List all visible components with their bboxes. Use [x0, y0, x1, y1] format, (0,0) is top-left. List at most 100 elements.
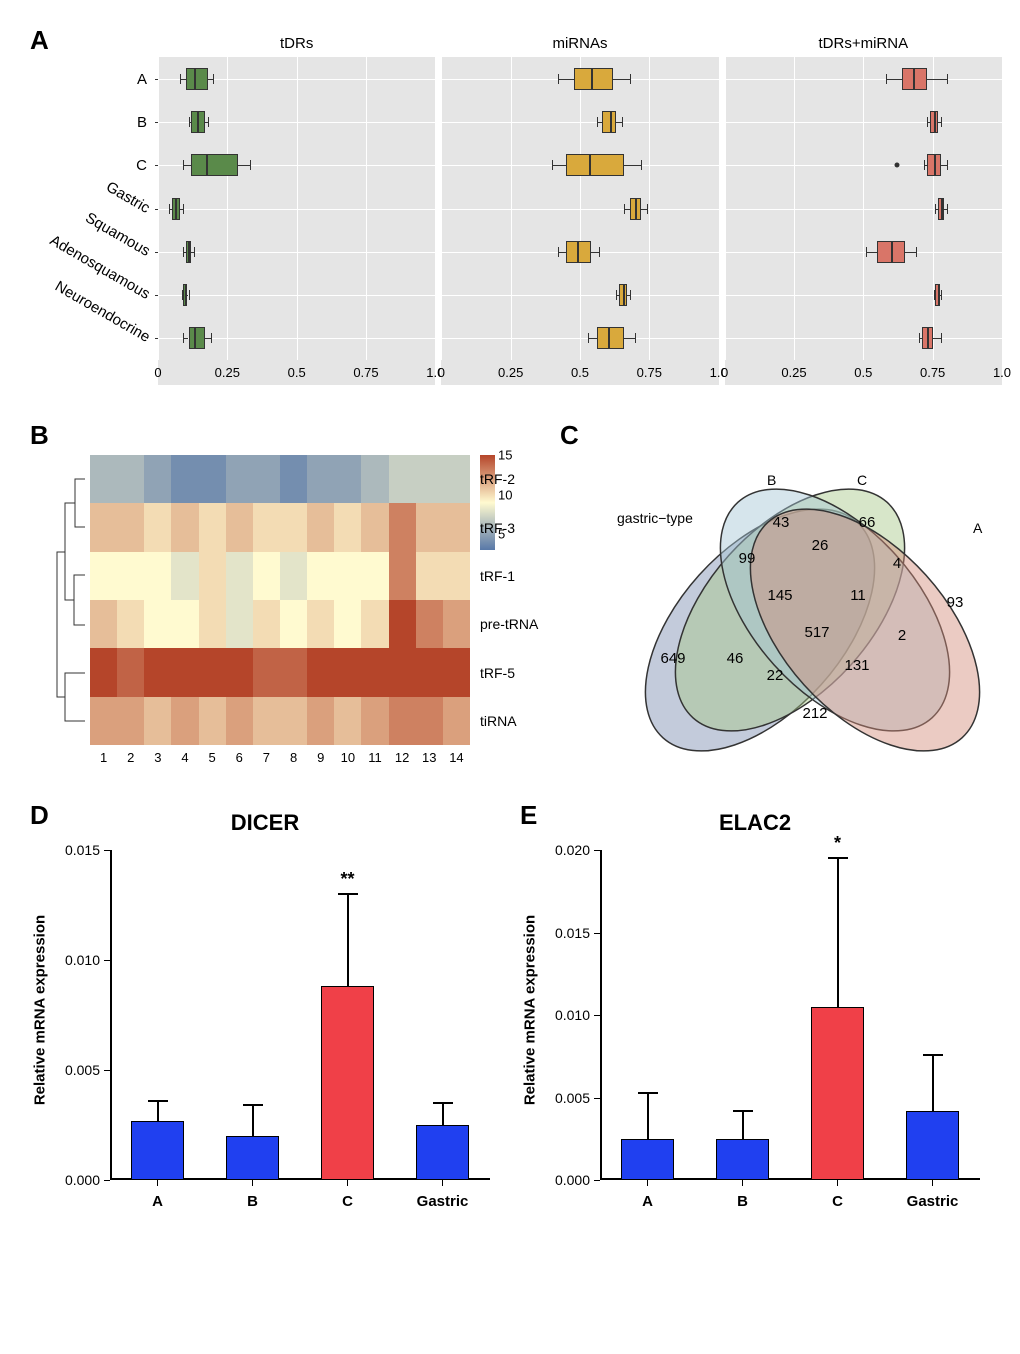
- heat-cell: [144, 503, 171, 551]
- ytick: 0.015: [65, 842, 100, 858]
- heat-cell: [117, 600, 144, 648]
- heat-cell: [253, 648, 280, 696]
- boxplot: [172, 198, 180, 220]
- heat-cell: [280, 648, 307, 696]
- facet-grid: [441, 57, 718, 360]
- venn-gbc: 145: [767, 587, 792, 604]
- heat-cell: [253, 455, 280, 503]
- heat-cell: [334, 455, 361, 503]
- boxplot: [191, 154, 238, 176]
- heat-col-label: 9: [317, 750, 324, 765]
- heat-cell: [90, 503, 117, 551]
- venn-diagram: 649 43 66 93 99 26 4 46 2 212 145 11 22 …: [595, 445, 1015, 775]
- heat-cell: [334, 648, 361, 696]
- heat-cell: [443, 552, 470, 600]
- bar-c: [321, 986, 373, 1180]
- boxplot: [566, 241, 591, 263]
- panel-d-ylabel: Relative mRNA expression: [32, 915, 49, 1105]
- venn-label-a: A: [973, 520, 983, 536]
- venn-ga: 212: [802, 705, 827, 722]
- panel-a-plot: tDRs00.250.50.751.0miRNAs00.250.50.751.0…: [155, 35, 1005, 385]
- heat-cell: [307, 648, 334, 696]
- venn-b-only: 43: [773, 514, 790, 531]
- heat-cell: [443, 503, 470, 551]
- heat-cell: [307, 455, 334, 503]
- heat-cell: [416, 697, 443, 745]
- heat-cell: [171, 503, 198, 551]
- boxplot: [189, 327, 206, 349]
- xtick-c: C: [832, 1193, 843, 1210]
- heat-cell: [361, 648, 388, 696]
- heat-cell: [171, 455, 198, 503]
- heat-row-label: pre-tRNA: [480, 616, 538, 632]
- ylabel-a: A: [137, 71, 147, 88]
- heat-cell: [90, 552, 117, 600]
- heat-cell: [416, 503, 443, 551]
- facet-tdrs-mirna: tDRs+miRNA00.250.50.751.0: [725, 35, 1002, 385]
- heat-cell: [144, 552, 171, 600]
- boxplot: [938, 198, 944, 220]
- heat-cell: [334, 503, 361, 551]
- boxplot: [191, 111, 205, 133]
- heat-cell: [226, 600, 253, 648]
- panel-b-label: B: [30, 420, 49, 451]
- xtick-b: B: [247, 1193, 258, 1210]
- heatmap: [90, 455, 470, 745]
- bar-a: [131, 1121, 183, 1180]
- venn-gba: 131: [844, 657, 869, 674]
- heat-cell: [90, 697, 117, 745]
- heat-row-label: tRF-3: [480, 520, 515, 536]
- heat-row-label: tRF-2: [480, 471, 515, 487]
- boxplot: [566, 154, 624, 176]
- ylabel-gastric: Gastric: [104, 178, 154, 216]
- heat-row: [90, 600, 470, 648]
- heat-cell: [199, 600, 226, 648]
- heat-row-label: tiRNA: [480, 713, 517, 729]
- heat-cell: [389, 455, 416, 503]
- panel-c: C 649 43 66 93 99 26 4 46 2: [540, 420, 1000, 790]
- boxplot: [922, 327, 933, 349]
- bar-gastric: [416, 1125, 468, 1180]
- heat-cell: [117, 503, 144, 551]
- boxplot: [602, 111, 616, 133]
- ylabel-squamous: Squamous: [83, 209, 154, 260]
- heat-cell: [416, 455, 443, 503]
- heat-cell: [416, 600, 443, 648]
- heat-col-label: 2: [127, 750, 134, 765]
- heat-cell: [253, 697, 280, 745]
- heat-cell: [443, 697, 470, 745]
- heat-cell: [361, 503, 388, 551]
- heat-cell: [171, 600, 198, 648]
- facet-title: miRNAs: [441, 35, 718, 57]
- heat-row: [90, 455, 470, 503]
- heat-cell: [361, 552, 388, 600]
- venn-gastric-only: 649: [660, 650, 685, 667]
- heat-cell: [253, 600, 280, 648]
- heat-cell: [307, 552, 334, 600]
- heat-col-label: 12: [395, 750, 409, 765]
- heat-row: [90, 697, 470, 745]
- heat-row: [90, 552, 470, 600]
- heat-cell: [144, 697, 171, 745]
- colorbar: 51015: [480, 455, 495, 550]
- heat-col-label: 4: [181, 750, 188, 765]
- heat-row: [90, 648, 470, 696]
- ytick: 0.010: [555, 1007, 590, 1023]
- heat-cell: [117, 648, 144, 696]
- heat-cell: [334, 600, 361, 648]
- heat-cell: [171, 648, 198, 696]
- heat-cell: [199, 552, 226, 600]
- bar-gastric: [906, 1111, 958, 1180]
- venn-bca: 11: [850, 587, 866, 604]
- heat-cell: [389, 648, 416, 696]
- venn-a-only: 93: [947, 594, 964, 611]
- xtick-c: C: [342, 1193, 353, 1210]
- venn-gbca: 517: [804, 624, 829, 641]
- heat-cell: [226, 648, 253, 696]
- venn-label-c: C: [857, 472, 867, 488]
- bar-c: [811, 1007, 863, 1180]
- heat-cell: [334, 697, 361, 745]
- heat-row-label: tRF-1: [480, 568, 515, 584]
- panel-e-title: ELAC2: [510, 810, 1000, 836]
- heat-cell: [171, 552, 198, 600]
